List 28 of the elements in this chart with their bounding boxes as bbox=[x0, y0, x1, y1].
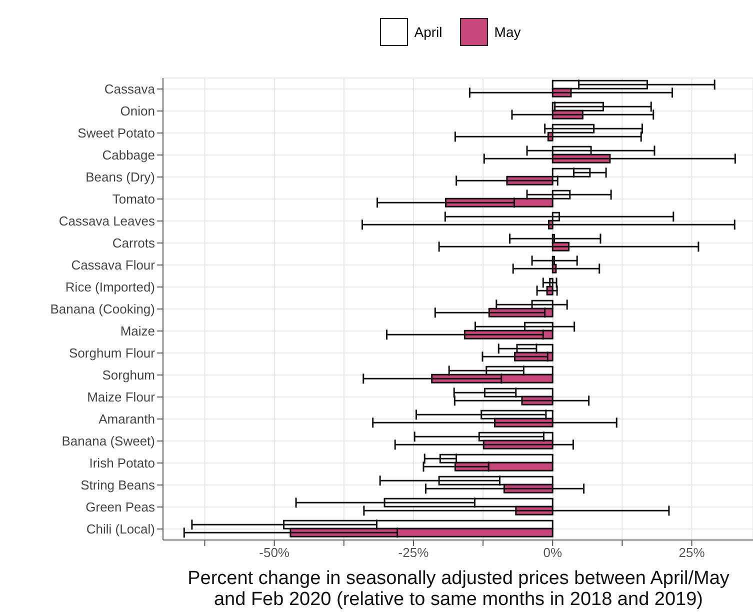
y-tick-label: Rice (Imported) bbox=[65, 280, 155, 295]
y-tick-label: Maize Flour bbox=[87, 390, 156, 405]
y-tick-label: Amaranth bbox=[98, 412, 155, 427]
y-tick-label: Cassava Leaves bbox=[58, 214, 156, 229]
y-tick-label: Cassava bbox=[104, 82, 156, 97]
y-tick-label: Beans (Dry) bbox=[86, 170, 155, 185]
x-tick-label: 0% bbox=[543, 545, 562, 560]
x-axis-title: Percent change in seasonally adjusted prices between April/May and Feb 2020 (relative to same months in 2018 and 2019) bbox=[186, 568, 730, 610]
y-tick-label: Sweet Potato bbox=[78, 126, 155, 141]
y-tick-label: Onion bbox=[120, 104, 155, 119]
y-tick-label: String Beans bbox=[80, 478, 156, 493]
y-tick-label: Irish Potato bbox=[89, 456, 155, 471]
y-tick-label: Tomato bbox=[112, 192, 155, 207]
y-tick-label: Banana (Sweet) bbox=[62, 434, 155, 449]
y-tick-label: Sorghum Flour bbox=[69, 346, 156, 361]
y-tick-label: Chili (Local) bbox=[86, 522, 155, 537]
x-tick-label: -25% bbox=[398, 545, 430, 560]
y-tick-label: Cassava Flour bbox=[71, 258, 156, 273]
y-tick-label: Banana (Cooking) bbox=[50, 302, 155, 317]
y-tick-label: Cabbage bbox=[102, 148, 155, 163]
y-tick-label: Sorghum bbox=[102, 368, 155, 383]
y-tick-label: Carrots bbox=[112, 236, 156, 251]
x-tick-label: -50% bbox=[259, 545, 290, 560]
text: April bbox=[414, 24, 442, 40]
y-tick-label: Maize bbox=[120, 324, 155, 339]
y-tick-label: Green Peas bbox=[86, 500, 156, 515]
legend-label: May bbox=[494, 24, 521, 40]
x-tick-label: 25% bbox=[678, 545, 706, 560]
